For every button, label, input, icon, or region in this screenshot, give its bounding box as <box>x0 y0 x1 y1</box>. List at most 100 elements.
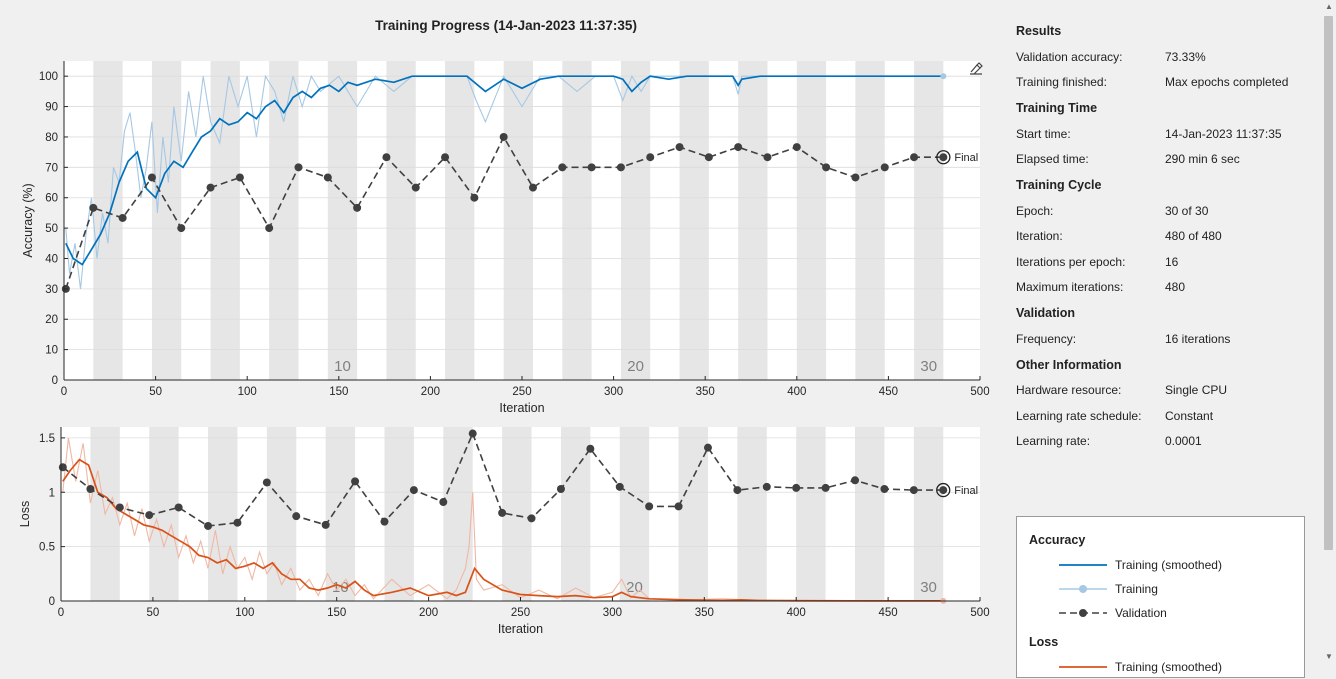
scrollbar-thumb[interactable] <box>1324 16 1333 550</box>
validation-point <box>792 143 801 152</box>
validation-point <box>351 477 360 486</box>
info-value: 290 min 6 sec <box>1165 152 1240 167</box>
y-tick-label: 0 <box>49 596 55 608</box>
validation-point <box>409 486 418 495</box>
legend-label: Training (smoothed) <box>1115 558 1222 572</box>
validation-point <box>499 132 508 141</box>
training-smoothed-series-line <box>65 75 944 266</box>
y-tick-label: 1 <box>49 487 55 499</box>
validation-point <box>851 173 860 182</box>
y-tick-label: 1.5 <box>39 433 55 445</box>
validation-point <box>58 463 67 472</box>
info-value: Single CPU <box>1165 383 1228 398</box>
epoch-band <box>210 61 240 380</box>
validation-point <box>615 482 624 491</box>
info-value: Max epochs completed <box>1165 75 1289 90</box>
x-tick-label: 300 <box>604 386 623 398</box>
validation-point <box>265 224 274 233</box>
validation-point <box>616 163 625 172</box>
y-tick-label: 80 <box>45 132 58 144</box>
validation-point <box>527 514 536 523</box>
validation-point <box>233 518 242 527</box>
validation-point <box>558 163 567 172</box>
x-tick-label: 150 <box>327 607 346 619</box>
x-tick-label: 200 <box>421 386 440 398</box>
info-row: Validation accuracy: 73.33% <box>1010 44 1310 70</box>
x-tick-label: 400 <box>787 386 806 398</box>
final-label: Final <box>954 485 978 497</box>
epoch-band <box>619 427 650 601</box>
info-row: Epoch: 30 of 30 <box>1010 198 1310 224</box>
validation-point <box>262 478 271 487</box>
export-icon[interactable] <box>970 62 983 75</box>
validation-point <box>382 153 391 162</box>
x-axis-label: Iteration <box>499 401 544 415</box>
validation-point <box>675 143 684 152</box>
legend-line-training <box>1059 585 1107 593</box>
info-row: Frequency: 16 iterations <box>1010 326 1310 352</box>
vertical-scrollbar[interactable]: ▲ ▼ <box>1321 0 1336 664</box>
y-axis-label: Accuracy (%) <box>21 183 35 257</box>
validation-point <box>470 193 479 202</box>
validation-point <box>821 483 830 492</box>
legend-accuracy-title: Accuracy <box>1029 533 1086 547</box>
validation-point <box>880 484 889 493</box>
info-key: Training finished: <box>1016 75 1107 90</box>
validation-point <box>645 502 654 511</box>
x-tick-label: 100 <box>238 386 257 398</box>
validation-point <box>321 520 330 529</box>
info-row: Learning rate: 0.0001 <box>1010 429 1310 455</box>
x-tick-label: 0 <box>61 386 67 398</box>
epoch-band <box>325 427 356 601</box>
epoch-band <box>560 427 591 601</box>
validation-point <box>353 203 362 212</box>
y-tick-label: 70 <box>45 162 58 174</box>
info-row: Hardware resource: Single CPU <box>1010 378 1310 404</box>
epoch-band <box>737 427 767 601</box>
validation-point <box>380 517 389 526</box>
legend-loss-title: Loss <box>1029 635 1059 649</box>
x-tick-label: 100 <box>235 607 254 619</box>
validation-point <box>704 153 713 162</box>
scroll-down-icon[interactable]: ▼ <box>1325 652 1333 661</box>
legend-line-training-smoothed <box>1059 564 1107 566</box>
section-title: Results <box>1016 24 1062 38</box>
y-tick-label: 50 <box>45 223 58 235</box>
epoch-label: 10 <box>334 358 351 375</box>
info-key: Maximum iterations: <box>1016 280 1124 295</box>
validation-point <box>118 213 127 222</box>
epoch-band <box>914 61 944 380</box>
validation-point <box>441 153 450 162</box>
x-tick-label: 50 <box>147 607 160 619</box>
validation-point <box>204 521 213 530</box>
x-tick-label: 500 <box>970 607 989 619</box>
y-tick-label: 20 <box>45 314 58 326</box>
epoch-band <box>679 61 709 380</box>
training-last-point <box>940 73 947 80</box>
validation-point <box>762 482 771 491</box>
scroll-up-icon[interactable]: ▲ <box>1325 2 1333 11</box>
epoch-band <box>855 61 885 380</box>
info-value: 14-Jan-2023 11:37:35 <box>1165 126 1282 141</box>
info-row: Training finished: Max epochs completed <box>1010 70 1310 96</box>
x-tick-label: 250 <box>512 386 531 398</box>
validation-point <box>792 483 801 492</box>
info-key: Elapsed time: <box>1016 152 1089 167</box>
section-title: Training Cycle <box>1016 178 1102 192</box>
info-key: Epoch: <box>1016 203 1054 218</box>
info-value: 480 <box>1165 280 1186 295</box>
final-label: Final <box>954 152 978 164</box>
info-key: Learning rate: <box>1016 434 1091 449</box>
validation-point <box>910 153 919 162</box>
validation-point <box>733 486 742 495</box>
legend-label: Training (smoothed) <box>1115 660 1222 674</box>
x-tick-label: 300 <box>603 607 622 619</box>
info-value: 73.33% <box>1165 49 1206 64</box>
epoch-label: 20 <box>627 358 644 375</box>
validation-point <box>556 484 565 493</box>
info-value: 480 of 480 <box>1165 229 1222 244</box>
info-value: 30 of 30 <box>1165 203 1209 218</box>
validation-point <box>587 163 596 172</box>
epoch-band <box>386 61 416 380</box>
